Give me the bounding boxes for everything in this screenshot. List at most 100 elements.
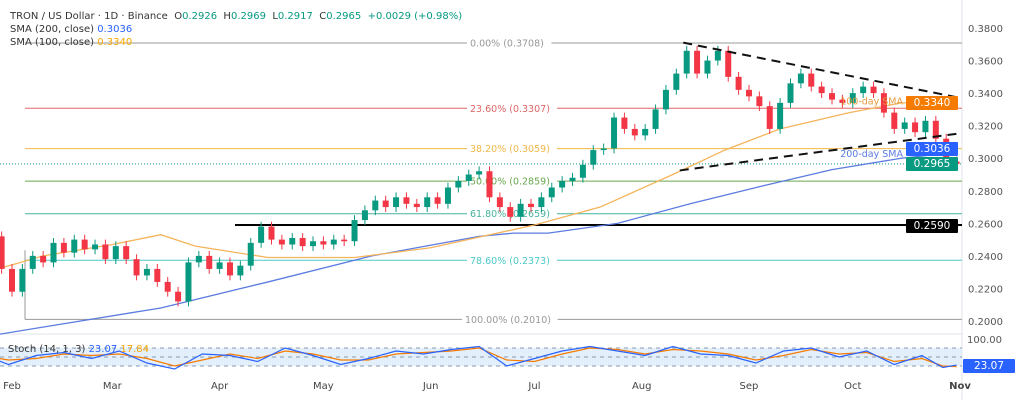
stoch-d-line [0,347,957,368]
high-label: H [223,11,231,22]
candle-body [393,197,400,208]
stoch-legend[interactable]: Stoch (14, 1, 3) 23.07 17.84 [8,343,149,356]
candle-body [860,86,867,94]
last-price-tag: 0.2965 [906,157,958,171]
sma100-price-tag: 0.3340 [906,96,958,110]
candle-body [507,207,514,217]
fib-label: 50.00% (0.2859) [470,177,550,188]
candle-body [652,109,659,129]
sma100-legend[interactable]: SMA (100, close) 0.3340 [10,36,462,49]
sma200-value: 0.3036 [97,24,133,35]
high-value: 0.2969 [230,11,266,22]
candle-body [372,200,379,211]
x-tick-label: Sep [740,381,759,392]
y-tick-label: 0.3200 [968,122,1003,133]
candle-body [745,89,752,97]
candle-body [434,197,441,204]
candle-body [123,246,130,260]
candle-body [486,171,493,198]
y-tick-label: 0.2600 [968,219,1003,230]
candle-body [40,255,47,263]
x-tick-label: Feb [3,381,21,392]
close-value: 0.2965 [326,11,362,22]
candle-body [465,174,472,182]
stoch-k-value: 23.07 [88,344,118,355]
candle-body [71,239,78,253]
sma200-legend[interactable]: SMA (200, close) 0.3036 [10,23,462,36]
candle-body [849,93,856,103]
candle-body [870,86,877,94]
x-tick-label: Aug [632,381,652,392]
candle-body [143,268,150,276]
candle-body [154,268,161,282]
stoch-label: Stoch (14, 1, 3) [8,344,86,355]
candle-body [258,226,265,243]
candle-body [29,255,36,269]
candle-body [880,93,887,113]
candle-body [268,226,275,240]
candle-body [185,262,192,302]
trendline-1 [679,132,957,172]
candle-body [247,242,254,266]
x-tick-label: Mar [103,381,123,392]
candle-body [673,73,680,90]
candle-body [60,242,67,253]
candle-body [891,112,898,129]
candle-body [600,148,607,151]
candle-body [320,241,327,245]
candle-body [839,99,846,103]
candle-body [164,281,171,292]
symbol-row: TRON / US Dollar · 1D · Binance O0.2926 … [10,10,462,23]
candle-body [226,262,233,276]
candle-body [829,93,836,100]
x-tick-label: May [313,381,334,392]
candle-body [538,197,545,208]
candle-body [351,220,358,242]
candle-body [590,150,597,165]
candle-body [766,106,773,129]
symbol-title: TRON / US Dollar · 1D · Binance [10,11,168,22]
y-tick-label: 0.2800 [968,187,1003,198]
change-value: +0.0029 (+0.98%) [367,11,463,22]
candle-body [797,73,804,84]
candle-body [413,203,420,208]
x-tick-label: Jul [527,381,540,392]
candle-body [912,122,919,133]
y-tick-label: 0.3600 [968,57,1003,68]
trendline-0 [683,41,957,99]
sma200-label: SMA (200, close) [10,24,94,35]
y-tick-label: 0.2400 [968,252,1003,263]
y-tick-label: 0.3000 [968,154,1003,165]
candle-body [216,262,223,269]
candle-body [278,239,285,245]
y-tick-label: 0.2200 [968,284,1003,295]
candle-body [611,117,618,149]
candle-body [725,50,732,77]
candle-body [818,86,825,94]
y-tick-label: 0.3400 [968,89,1003,100]
candle-body [528,203,534,208]
candle-body [341,239,348,242]
candle-body [206,255,213,269]
candle-body [195,255,202,263]
candle-body [922,120,929,133]
low-label: L [272,11,278,22]
close-label: C [319,11,327,22]
candle-body [631,128,638,136]
x-tick-label: Nov [949,381,971,392]
candle-body [237,265,244,276]
candle-body [683,50,690,74]
stoch-k-line [0,345,957,370]
candle-body [476,171,483,175]
sma200-line [0,151,957,335]
candle-body [175,291,182,302]
candle-body [569,177,576,182]
candle-body [382,200,389,208]
candle-body [735,76,742,90]
x-tick-label: Jun [422,381,439,392]
candle-body [424,197,431,208]
fib-label: 0.00% (0.3708) [470,38,544,49]
candle-body [548,187,555,198]
candle-body [133,259,140,276]
